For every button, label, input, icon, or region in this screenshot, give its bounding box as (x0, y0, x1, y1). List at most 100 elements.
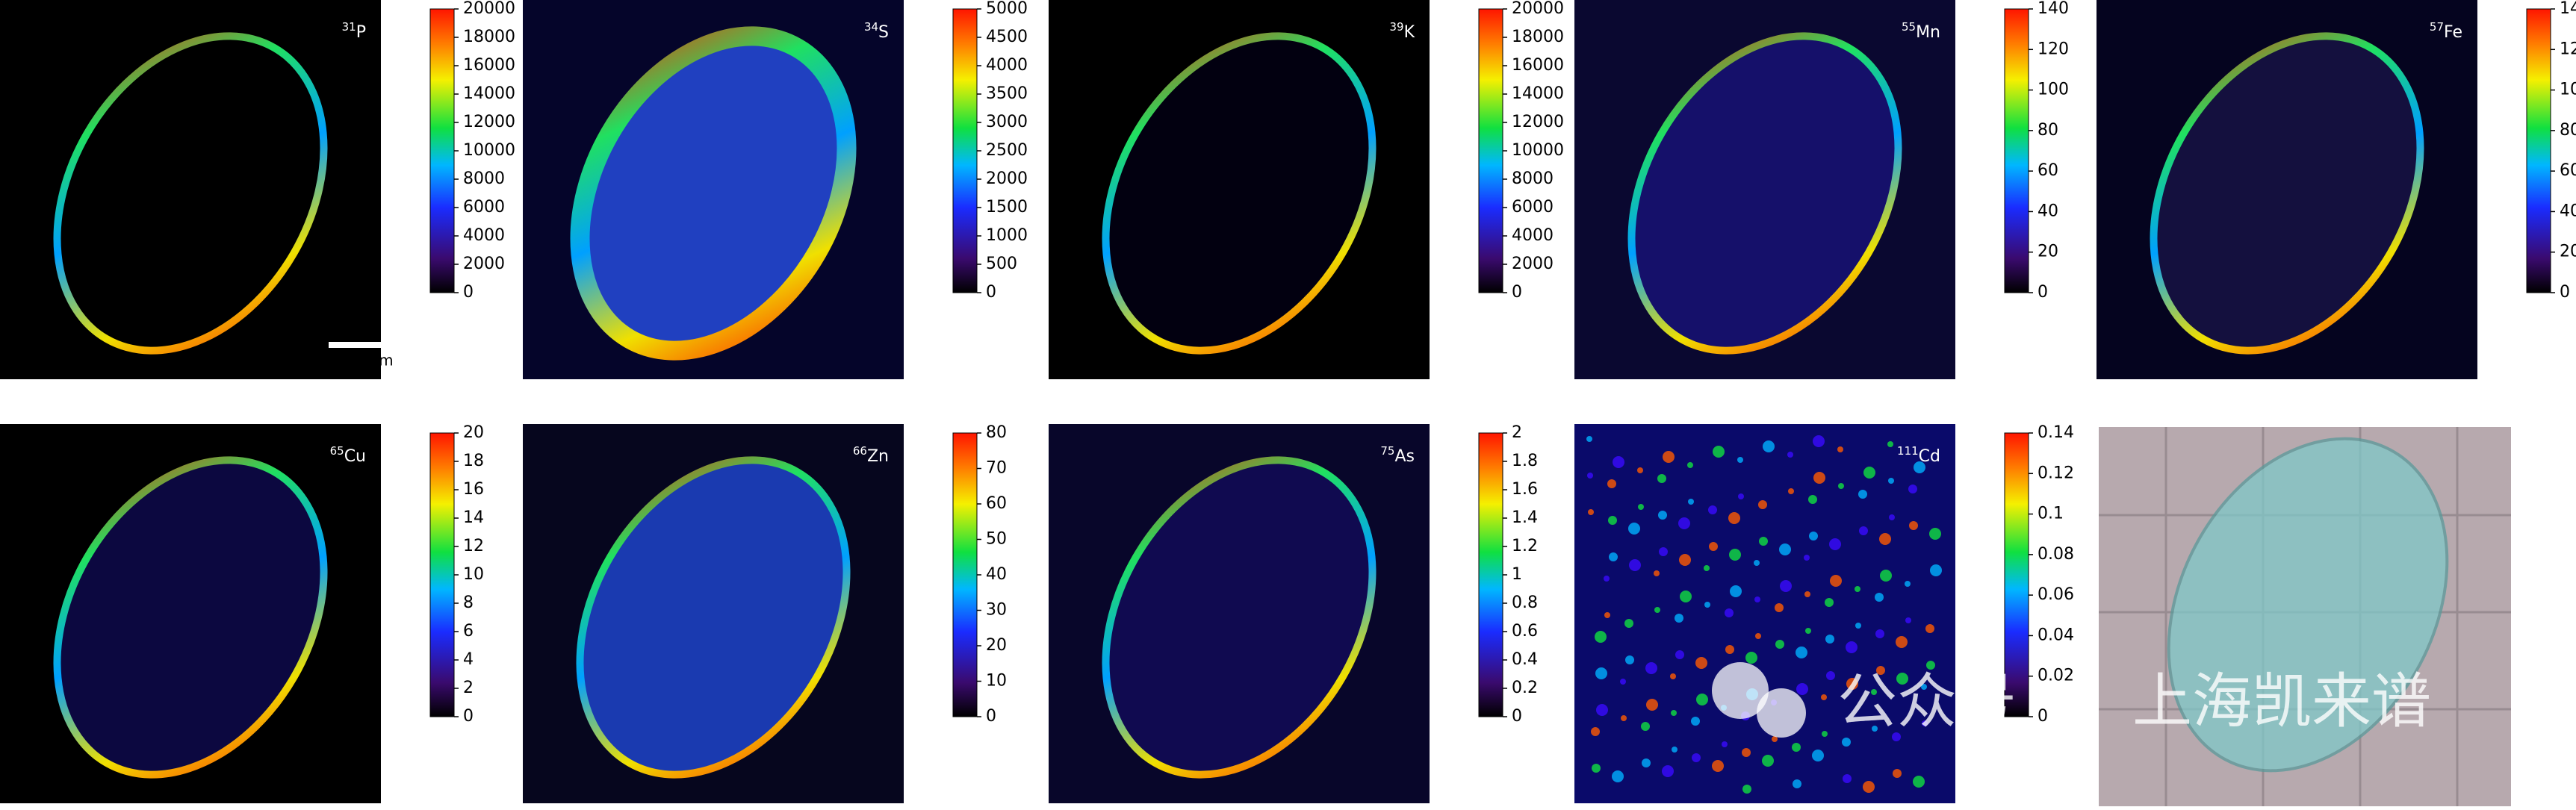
colorbar-tick-label: 8 (463, 594, 474, 612)
speckle (1846, 678, 1858, 690)
watermark-account: 公众号 (1837, 667, 2017, 736)
speckle (1621, 715, 1627, 721)
element-label: 66Zn (853, 444, 889, 467)
colorbar (952, 8, 978, 293)
colorbar-tick-label: 0 (986, 707, 996, 726)
colorbar-tick-label: 60 (2037, 161, 2058, 180)
speckle (1780, 580, 1792, 592)
speckle (1704, 602, 1710, 608)
colorbar-tick-label: 20000 (1512, 0, 1564, 18)
colorbar-tick-label: 2 (1512, 423, 1522, 442)
element-map: 66Zn 0 10 20 30 40 50 60 70 80 (523, 423, 1007, 803)
colorbar-tick-label: 2500 (986, 141, 1028, 160)
speckle (1596, 704, 1608, 716)
speckle (1863, 467, 1875, 479)
colorbar-tick-label: 60 (986, 494, 1007, 513)
speckle (1808, 495, 1817, 504)
colorbar-tick-label: 0.4 (1512, 650, 1538, 669)
speckle (1889, 514, 1895, 520)
speckle (1695, 657, 1707, 669)
speckle (1887, 441, 1893, 447)
colorbar-tick-label: 12000 (463, 113, 515, 131)
colorbar-tick-label: 12000 (1512, 113, 1564, 131)
colorbar-tick-label: 60 (2560, 161, 2576, 180)
colorbar-tick-label: 12 (463, 537, 484, 555)
map-background (1574, 424, 1955, 803)
speckle (1755, 633, 1761, 639)
cell-outline (2150, 32, 2424, 355)
speckle (1586, 436, 1592, 442)
colorbar (2004, 432, 2029, 717)
element-label: 55Mn (1902, 20, 1940, 43)
colorbar-tick-label: 0.02 (2037, 667, 2074, 685)
colorbar-tick-label: 20 (463, 423, 484, 442)
element-label: 111Cd (1897, 444, 1940, 467)
element-symbol: Fe (2444, 23, 2462, 42)
speckle (1745, 652, 1757, 664)
speckle (1679, 554, 1691, 566)
colorbar-tick-label: 1.4 (1512, 508, 1538, 527)
element-label: 39K (1389, 20, 1415, 43)
colorbar-tick-label: 20 (986, 636, 1007, 655)
colorbar-tick-label: 1.8 (1512, 452, 1538, 470)
speckle (1875, 629, 1884, 638)
speckle (1638, 504, 1644, 510)
cell-outline (576, 456, 851, 779)
colorbar-tick-label: 0 (2037, 707, 2048, 726)
speckle (1837, 446, 1843, 452)
speckle (1875, 593, 1884, 602)
colorbar (1478, 8, 1503, 293)
speckle (1709, 542, 1718, 551)
colorbar-tick-label: 6 (463, 622, 474, 641)
speckle (1788, 488, 1794, 494)
speckle (1742, 785, 1751, 794)
speckle (1846, 641, 1857, 653)
speckle (1804, 591, 1810, 597)
speckle (1813, 435, 1825, 447)
speckle (1792, 743, 1801, 752)
speckle (1730, 585, 1742, 597)
element-symbol: Cu (344, 447, 366, 466)
speckle (1754, 596, 1760, 602)
speckle (1879, 533, 1891, 545)
colorbar-tick-label: 1.2 (1512, 537, 1538, 555)
speckle (1742, 748, 1751, 757)
speckle (1625, 655, 1634, 664)
scale-bar-label: 0.5 mm (335, 352, 393, 370)
speckle (1688, 499, 1694, 505)
colorbar-tick-label: 16 (463, 480, 484, 499)
element-symbol: Zn (867, 447, 889, 466)
colorbar-tick-label: 140 (2037, 0, 2069, 18)
speckle (1926, 661, 1935, 670)
colorbar-tick-label: 8000 (463, 169, 505, 188)
colorbar-tick-label: 14 (463, 508, 484, 527)
speckle (1905, 581, 1911, 587)
colorbar-tick-label: 0.06 (2037, 585, 2074, 604)
speckle (1712, 760, 1724, 772)
cell-outline (570, 26, 857, 361)
speckle (1825, 598, 1834, 607)
colorbar (429, 432, 455, 717)
speckle (1896, 673, 1908, 685)
speckle (1922, 720, 1928, 726)
speckle (1763, 440, 1775, 452)
colorbar-tick-label: 4 (463, 650, 474, 669)
element-label: 57Fe (2430, 20, 2462, 43)
speckle (1624, 619, 1633, 628)
colorbar-tick-label: 1500 (986, 198, 1028, 216)
mass-number: 31 (342, 20, 356, 34)
colorbar-tick-label: 40 (2037, 202, 2058, 220)
speckle (1855, 623, 1861, 629)
colorbar-tick-label: 1.6 (1512, 480, 1538, 499)
speckle (1759, 537, 1768, 546)
colorbar-tick-label: 8000 (1512, 169, 1554, 188)
speckle (1670, 673, 1676, 679)
speckle (1728, 512, 1740, 524)
speckle (1813, 472, 1825, 484)
speckle (1826, 671, 1835, 680)
element-label: 65Cu (330, 444, 366, 467)
cell-outline (53, 456, 328, 779)
mass-number: 65 (330, 444, 344, 458)
